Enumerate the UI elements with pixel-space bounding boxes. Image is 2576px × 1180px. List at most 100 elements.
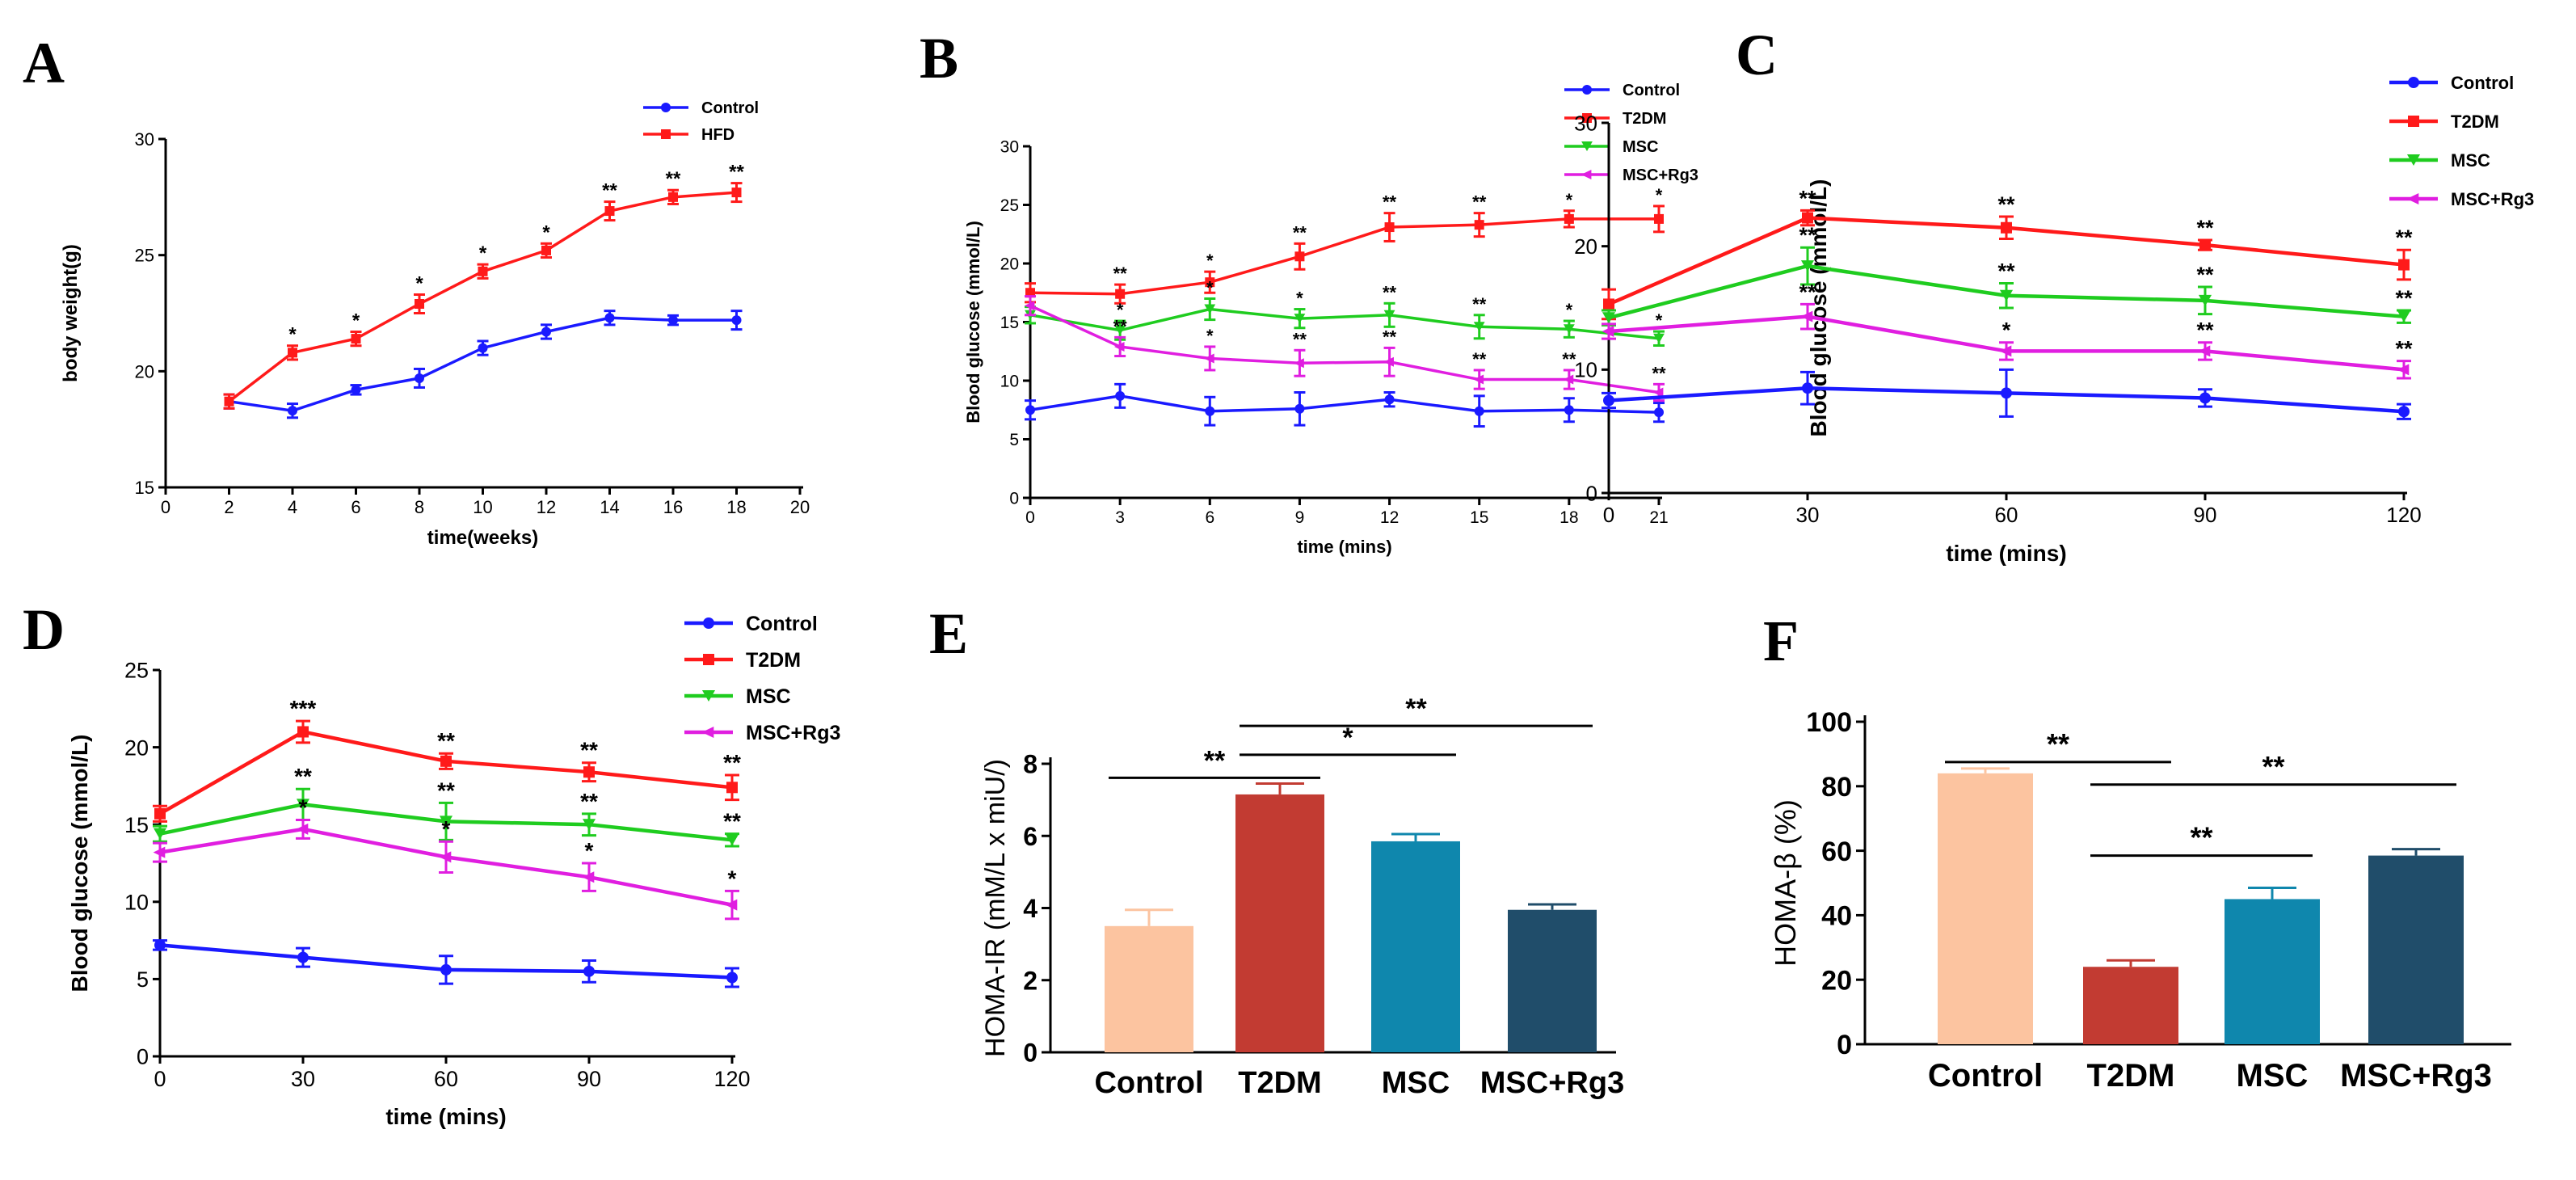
category-label: T2DM [1238,1066,1321,1100]
data-point [1384,222,1395,233]
significance-label: * [1656,185,1663,205]
legend-label: MSC [2451,150,2490,171]
y-axis-label: Blood glucose (mmol/L) [67,735,92,992]
chart-panel-e: 0 2 4 6 8 HOMA-IR (mM/L x miU/) E Control T2DM MS… [929,601,1624,1100]
significance-label: * [1117,300,1124,320]
y-tick-label: 20 [1821,965,1852,996]
bar-msc [1371,841,1460,1052]
significance-label: * [415,273,423,295]
y-tick-label: 8 [1023,750,1038,779]
data-point [1581,170,1592,179]
significance-label: ** [2196,216,2214,240]
significance-label: * [1342,723,1353,753]
y-tick-label: 20 [135,361,154,381]
significance-label: ** [1113,263,1128,284]
data-point [583,766,595,778]
significance-label: * [2002,318,2011,343]
y-tick-label: 15 [135,478,154,498]
series-msc-rg3: **** [153,794,739,921]
series-t2dm: ** ** ** ** [1602,186,2413,321]
data-point [1603,298,1614,310]
significance-label: ** [2395,337,2413,361]
data-point [1564,405,1574,415]
x-tick-label: 21 [1649,508,1668,527]
series-line [1029,217,1659,296]
significance-label: ** [666,168,681,190]
y-tick-label: 10 [124,891,149,915]
y-tick-label: 0 [137,1045,149,1069]
data-point [478,266,488,276]
significance-label: * [288,324,297,346]
x-tick-label: 16 [663,497,683,517]
series-t2dm: ******* ** * * [1025,185,1665,305]
category-label: MSC+Rg3 [2340,1058,2492,1094]
significance-label: ** [1799,280,1816,304]
data-point [1603,394,1614,407]
significance-label: ** [1113,316,1128,336]
x-tick-label: 0 [154,1067,166,1091]
legend-label: T2DM [746,649,801,672]
x-tick-label: 120 [2386,503,2421,527]
series-msc-rg3: ** * ** **** **** [1024,295,1666,402]
data-point [1802,382,1813,394]
significance-label: ** [437,778,455,803]
data-point [731,315,742,326]
significance-label: ** [723,750,741,775]
legend-label: MSC+Rg3 [746,722,840,744]
y-tick-label: 5 [1009,431,1019,449]
data-point [153,828,167,840]
data-point [701,690,716,702]
y-tick-label: 80 [1821,772,1852,803]
data-point [731,188,742,198]
bar-msc-rg3 [1508,909,1597,1052]
significance-label: ** [1472,294,1487,314]
data-point [1205,277,1215,288]
data-point [1602,312,1616,324]
category-label: MSC [1382,1066,1450,1100]
significance-label: ** [1472,349,1487,369]
legend-label: MSC [1623,138,1658,156]
x-tick-label: 60 [1995,503,2018,527]
data-point [703,654,714,665]
bar-msc [2225,899,2320,1044]
bar-t2dm [2083,967,2178,1044]
significance-label: * [542,221,550,243]
data-point [2001,387,2012,399]
series-msc: *** **** ** [1025,278,1665,347]
chart-panel-a: 15 20 25 30 0 2 4 6 8 10 12 14 16 18 20 body weight(g) t… [23,31,810,549]
significance-label: ** [1997,259,2015,283]
significance-label: ** [1997,192,2015,217]
significance-label: ** [2196,318,2214,343]
data-point [1802,212,1813,224]
data-point [1115,289,1126,299]
series-line [1029,394,1660,414]
significance-label: ** [580,738,598,763]
y-tick-label: 10 [1574,358,1597,382]
data-point [668,192,678,202]
y-tick-label: 4 [1023,894,1038,923]
data-point [583,965,595,977]
data-point [1564,213,1574,224]
y-tick-label: 30 [1574,111,1597,135]
data-point [582,819,596,831]
data-point [1800,310,1813,322]
data-point [154,939,166,951]
data-point [1294,251,1305,262]
significance-label: *** [290,696,317,721]
data-point [296,823,309,835]
data-point [440,755,452,767]
data-point [2198,345,2211,357]
x-tick-label: 0 [1025,508,1035,527]
data-point [415,373,424,383]
data-point [604,206,615,217]
data-point [2398,406,2410,418]
category-label: Control [1094,1066,1203,1100]
category-label: MSC+Rg3 [1480,1066,1624,1100]
y-tick-label: 30 [1000,138,1019,157]
x-tick-label: 60 [434,1067,458,1091]
y-tick-label: 20 [1000,255,1019,274]
data-point [703,617,714,629]
significance-label: ** [2047,727,2069,761]
significance-label: * [1566,190,1573,210]
chart-panel-b: 0 5 10 15 20 25 30 0 3 6 9 12 15 18 21 Blood glucose (m… [920,26,1698,557]
